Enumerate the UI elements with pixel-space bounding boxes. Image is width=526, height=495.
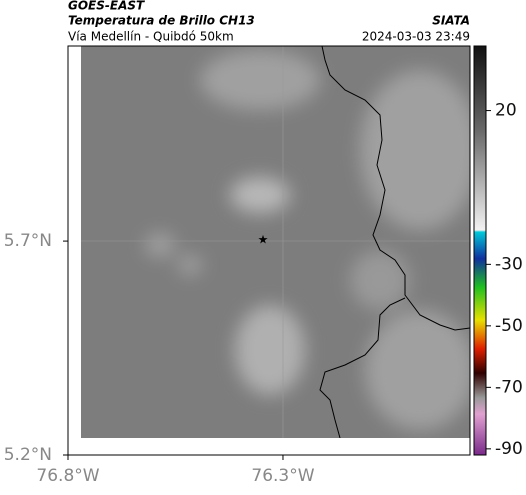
colorbar-tick-label: -30 — [495, 254, 523, 274]
x-tick-label: 76.8°W — [36, 466, 99, 486]
y-tick-label: 5.2°N — [4, 445, 52, 465]
colorbar-tick-label: -90 — [495, 439, 523, 459]
datetime: 2024-03-03 23:49 — [362, 30, 470, 44]
colorbar-tick-label: -70 — [495, 377, 523, 397]
satellite-image: ★ — [81, 46, 470, 438]
title: Temperatura de Brillo CH13 — [68, 14, 255, 28]
x-tick-label: 76.3°W — [251, 466, 314, 486]
colorbar-tick-label: -50 — [495, 316, 523, 336]
marker: ★ — [258, 233, 269, 247]
y-tick-label: 5.7°N — [4, 231, 52, 251]
colorbar — [473, 45, 487, 456]
org: SIATA — [432, 14, 470, 28]
colorbar-tick-label: 20 — [495, 101, 517, 121]
subtitle: Vía Medellín - Quibdó 50km — [68, 30, 234, 44]
source: GOES-EAST — [68, 0, 145, 13]
map-frame — [67, 45, 471, 456]
